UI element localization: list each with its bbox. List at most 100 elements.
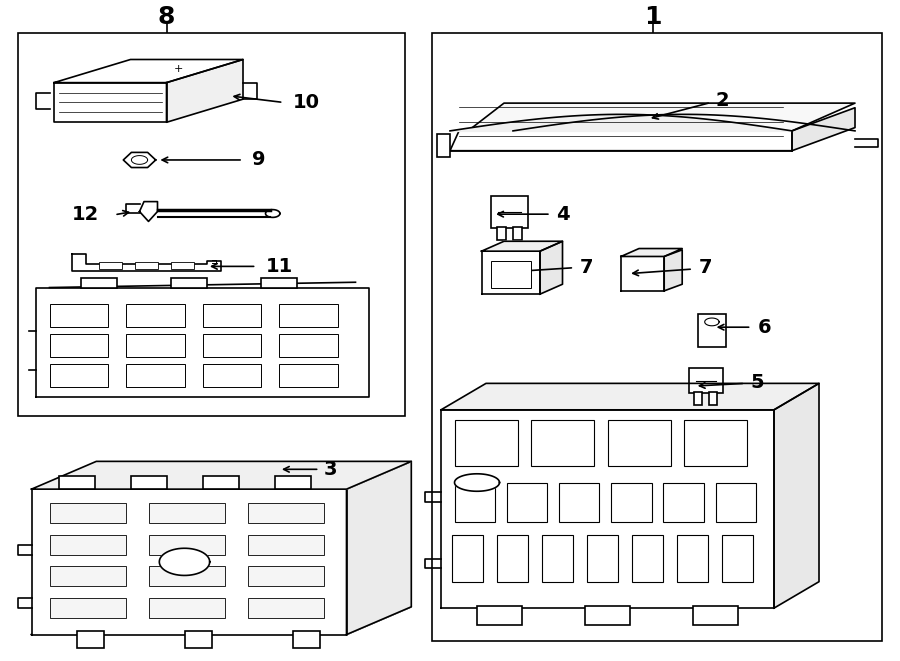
Bar xyxy=(50,535,126,555)
Polygon shape xyxy=(54,83,166,122)
Bar xyxy=(261,278,297,288)
Bar xyxy=(148,503,225,523)
Polygon shape xyxy=(140,202,158,221)
Text: 9: 9 xyxy=(252,151,266,169)
Bar xyxy=(722,535,753,582)
Bar xyxy=(76,631,104,648)
Polygon shape xyxy=(54,59,243,83)
Polygon shape xyxy=(621,249,682,256)
Bar xyxy=(202,334,261,357)
Text: 12: 12 xyxy=(72,206,99,224)
Bar xyxy=(585,606,630,625)
Polygon shape xyxy=(664,250,682,291)
Bar xyxy=(684,420,747,466)
Bar xyxy=(184,631,212,648)
Bar xyxy=(454,483,495,522)
Bar xyxy=(81,278,117,288)
Bar xyxy=(148,566,225,586)
Bar xyxy=(497,227,506,240)
Bar xyxy=(454,420,518,466)
Bar xyxy=(58,476,94,489)
Polygon shape xyxy=(166,59,243,122)
Bar xyxy=(171,278,207,288)
Bar xyxy=(688,368,723,393)
Bar xyxy=(698,314,726,347)
Text: +: + xyxy=(174,64,183,75)
Bar xyxy=(491,261,531,288)
Bar xyxy=(50,334,108,357)
Polygon shape xyxy=(468,103,855,131)
Polygon shape xyxy=(159,548,210,576)
Text: 7: 7 xyxy=(698,258,712,277)
Bar xyxy=(50,503,126,523)
Bar xyxy=(663,483,704,522)
Bar xyxy=(491,196,528,228)
Bar xyxy=(632,535,663,582)
Text: 10: 10 xyxy=(292,93,320,112)
Bar xyxy=(497,535,528,582)
Text: 5: 5 xyxy=(751,373,764,391)
Bar xyxy=(513,227,522,240)
Bar xyxy=(611,483,652,522)
Bar xyxy=(135,262,158,269)
Bar xyxy=(50,364,108,387)
Polygon shape xyxy=(621,256,664,291)
Bar xyxy=(542,535,573,582)
Bar xyxy=(477,606,522,625)
Bar xyxy=(677,535,708,582)
Polygon shape xyxy=(441,383,819,410)
Bar xyxy=(148,598,225,618)
Bar xyxy=(171,262,194,269)
Bar xyxy=(452,535,483,582)
Polygon shape xyxy=(482,241,562,251)
Bar xyxy=(202,364,261,387)
Polygon shape xyxy=(123,153,156,167)
Text: 8: 8 xyxy=(158,5,176,28)
Bar xyxy=(248,535,324,555)
Bar xyxy=(507,483,547,522)
Bar xyxy=(130,476,166,489)
Bar xyxy=(279,334,338,357)
Polygon shape xyxy=(450,131,792,151)
Bar xyxy=(694,392,702,405)
Polygon shape xyxy=(346,461,411,635)
Bar xyxy=(709,392,717,405)
Bar xyxy=(432,33,882,641)
Text: 2: 2 xyxy=(716,91,729,110)
Bar xyxy=(531,420,594,466)
Bar xyxy=(99,262,122,269)
Bar xyxy=(436,134,450,157)
Bar xyxy=(248,503,324,523)
Bar xyxy=(126,334,184,357)
Bar xyxy=(608,420,670,466)
Bar xyxy=(126,304,184,327)
Bar xyxy=(50,304,108,327)
Bar xyxy=(18,33,405,416)
Bar xyxy=(202,304,261,327)
Bar xyxy=(148,535,225,555)
Bar xyxy=(559,483,599,522)
Bar xyxy=(279,304,338,327)
Bar xyxy=(292,631,320,648)
Polygon shape xyxy=(441,410,774,608)
Bar xyxy=(693,606,738,625)
Bar xyxy=(126,364,184,387)
Bar xyxy=(274,476,310,489)
Polygon shape xyxy=(32,489,346,635)
Polygon shape xyxy=(72,254,220,271)
Bar xyxy=(587,535,618,582)
Polygon shape xyxy=(32,461,411,489)
Bar xyxy=(248,566,324,586)
Bar xyxy=(716,483,756,522)
Bar xyxy=(202,476,238,489)
Polygon shape xyxy=(774,383,819,608)
Polygon shape xyxy=(792,108,855,151)
Polygon shape xyxy=(454,474,500,491)
Text: 7: 7 xyxy=(580,258,593,277)
Text: 3: 3 xyxy=(324,460,338,479)
Bar xyxy=(50,566,126,586)
Bar xyxy=(50,598,126,618)
Bar xyxy=(248,598,324,618)
Text: 11: 11 xyxy=(266,257,292,276)
Bar xyxy=(279,364,338,387)
